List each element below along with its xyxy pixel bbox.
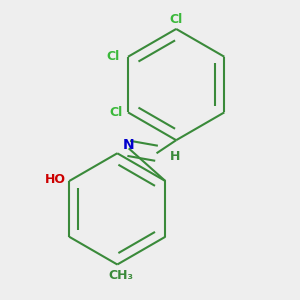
Text: HO: HO bbox=[45, 173, 66, 186]
Text: N: N bbox=[123, 138, 134, 152]
Text: CH₃: CH₃ bbox=[108, 269, 133, 282]
Text: Cl: Cl bbox=[110, 106, 123, 119]
Text: Cl: Cl bbox=[169, 13, 183, 26]
Text: H: H bbox=[169, 150, 180, 163]
Text: Cl: Cl bbox=[106, 50, 120, 63]
